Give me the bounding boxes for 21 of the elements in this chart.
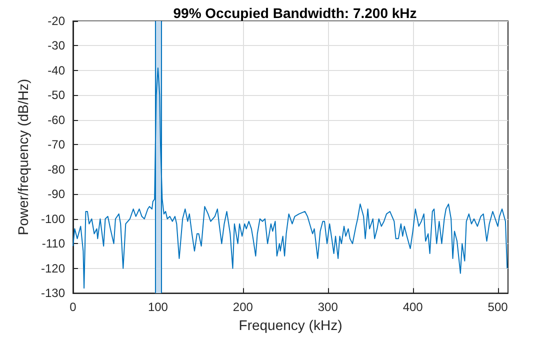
x-tick-label: 0 [70,300,77,314]
x-axis-title: Frequency (kHz) [238,317,342,333]
y-tick-label: -100 [40,212,66,226]
y-tick-label: -90 [48,187,66,202]
y-tick-label: -40 [48,63,66,78]
y-axis-title: Power/frequency (dB/Hz) [15,78,32,236]
x-tick-label: 400 [402,300,424,314]
chart-title: 99% Occupied Bandwidth: 7.200 kHz [173,5,417,21]
x-tick-label: 200 [232,300,254,314]
y-tick-label: -110 [42,236,66,251]
y-tick-label: -60 [48,112,66,127]
y-tick-label: -70 [48,138,66,152]
y-tick-label: -20 [48,14,66,28]
x-tick-label: 300 [318,300,338,314]
y-tick-label: -130 [40,286,66,300]
x-tick-label: 100 [148,300,168,314]
x-tick-label: 500 [488,300,508,314]
y-tick-label: -30 [48,38,66,53]
y-tick-label: -80 [48,162,66,176]
y-tick-label: -50 [48,88,66,102]
y-tick-label: -120 [40,261,66,276]
